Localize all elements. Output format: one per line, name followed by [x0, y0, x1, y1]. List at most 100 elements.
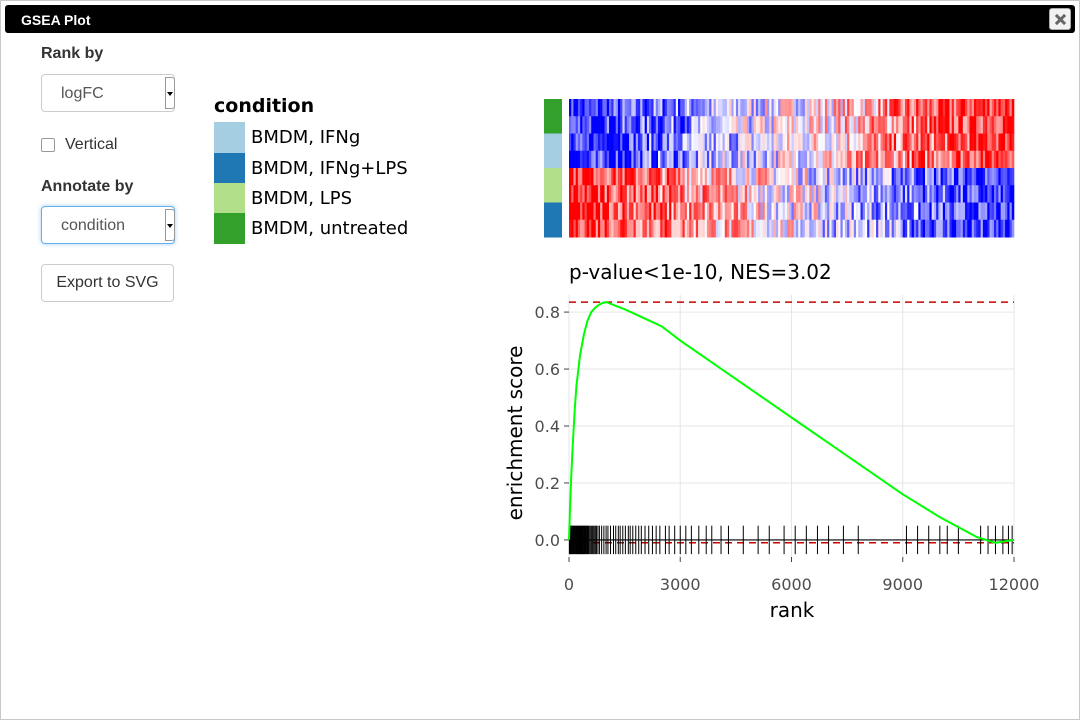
heatmap-cell	[1002, 202, 1006, 221]
heatmap-cell	[878, 219, 881, 238]
heatmap-cell	[971, 185, 975, 203]
heatmap-cell	[958, 133, 961, 152]
legend-swatch	[214, 122, 245, 153]
heatmap-cell	[666, 116, 670, 134]
heatmap-cell	[840, 99, 843, 117]
heatmap-cell	[840, 133, 843, 152]
heatmap-cell	[613, 150, 617, 169]
heatmap-cell	[882, 150, 886, 169]
heatmap-cell	[755, 168, 759, 186]
heatmap-cell	[929, 185, 932, 203]
heatmap-cell	[775, 116, 779, 134]
heatmap-cell	[976, 185, 979, 203]
heatmap-cell	[629, 99, 632, 117]
heatmap-cell	[867, 150, 870, 169]
heatmap-cell	[893, 99, 897, 117]
heatmap-cell	[933, 150, 937, 169]
heatmap-cell	[571, 133, 574, 152]
heatmap-cell	[771, 116, 774, 134]
heatmap-cell	[709, 99, 712, 117]
heatmap-cell	[635, 202, 639, 221]
heatmap-cell	[980, 150, 984, 169]
heatmap-cell	[693, 99, 697, 117]
heatmap-cell	[909, 202, 912, 221]
heatmap-cell	[993, 168, 997, 186]
heatmap-cell	[631, 168, 634, 186]
heatmap-cell	[593, 99, 596, 117]
heatmap-cell	[958, 202, 961, 221]
heatmap-cell	[733, 168, 737, 186]
heatmap-cell	[847, 133, 850, 152]
heatmap-cell	[940, 99, 944, 117]
heatmap-cell	[633, 185, 637, 203]
heatmap-cell	[700, 133, 703, 152]
heatmap-annotation-cell	[544, 219, 562, 238]
heatmap-cell	[818, 133, 821, 152]
heatmap-cell	[767, 219, 770, 238]
heatmap-cell	[936, 219, 939, 238]
heatmap-cell	[780, 99, 783, 117]
heatmap-cell	[822, 168, 826, 186]
annotate-by-select[interactable]: condition	[41, 206, 175, 244]
heatmap-cell	[911, 219, 915, 238]
heatmap-cell	[960, 150, 964, 169]
heatmap-cell	[949, 185, 952, 203]
heatmap-cell	[913, 168, 917, 186]
heatmap-cell	[889, 168, 892, 186]
heatmap-cell	[686, 116, 690, 134]
heatmap-cell	[642, 185, 645, 203]
heatmap-cell	[982, 202, 986, 221]
heatmap-cell	[682, 116, 685, 134]
export-svg-button[interactable]: Export to SVG	[41, 264, 174, 302]
heatmap-cell	[602, 185, 605, 203]
heatmap-cell	[884, 99, 888, 117]
heatmap-cell	[909, 168, 912, 186]
heatmap-cell	[580, 168, 583, 186]
heatmap-cell	[573, 185, 576, 203]
heatmap-cell	[600, 116, 603, 134]
heatmap-cell	[686, 133, 690, 152]
heatmap-cell	[800, 202, 803, 221]
heatmap-cell	[853, 168, 857, 186]
close-button[interactable]	[1049, 8, 1071, 30]
heatmap-cell	[715, 150, 719, 169]
heatmap-cell	[867, 99, 870, 117]
annotate-by-label: Annotate by	[41, 178, 134, 195]
heatmap-cell	[969, 185, 973, 203]
heatmap-cell	[927, 202, 930, 221]
heatmap-cell	[869, 202, 872, 221]
heatmap-cell	[602, 99, 605, 117]
heatmap-cell	[882, 219, 886, 238]
vertical-checkbox[interactable]	[41, 138, 55, 152]
heatmap-cell	[920, 116, 924, 134]
x-axis-label: rank	[770, 598, 815, 622]
heatmap-cell	[693, 150, 697, 169]
heatmap-cell	[769, 99, 772, 117]
rank-by-select[interactable]: logFC	[41, 74, 175, 112]
heatmap-cell	[985, 99, 988, 117]
heatmap-cell	[940, 202, 944, 221]
heatmap-cell	[798, 168, 801, 186]
heatmap-cell	[660, 116, 663, 134]
heatmap-annotation-cell	[544, 168, 562, 186]
heatmap-cell	[715, 168, 719, 186]
heatmap-cell	[602, 202, 605, 221]
heatmap-cell	[735, 219, 739, 238]
heatmap-cell	[722, 202, 726, 221]
heatmap-cell	[858, 219, 861, 238]
heatmap-cell	[735, 168, 739, 186]
heatmap-cell	[802, 185, 806, 203]
heatmap-cell	[626, 168, 630, 186]
heatmap-cell	[662, 133, 665, 152]
heatmap-cell	[867, 185, 870, 203]
heatmap-cell	[655, 99, 659, 117]
heatmap-cell	[780, 168, 783, 186]
heatmap-cell	[913, 150, 917, 169]
heatmap-cell	[720, 116, 723, 134]
heatmap-cell	[744, 168, 748, 186]
heatmap-cell	[904, 133, 908, 152]
heatmap-cell	[847, 150, 850, 169]
heatmap-cell	[704, 150, 708, 169]
heatmap-cell	[831, 185, 835, 203]
heatmap-cell	[584, 116, 588, 134]
